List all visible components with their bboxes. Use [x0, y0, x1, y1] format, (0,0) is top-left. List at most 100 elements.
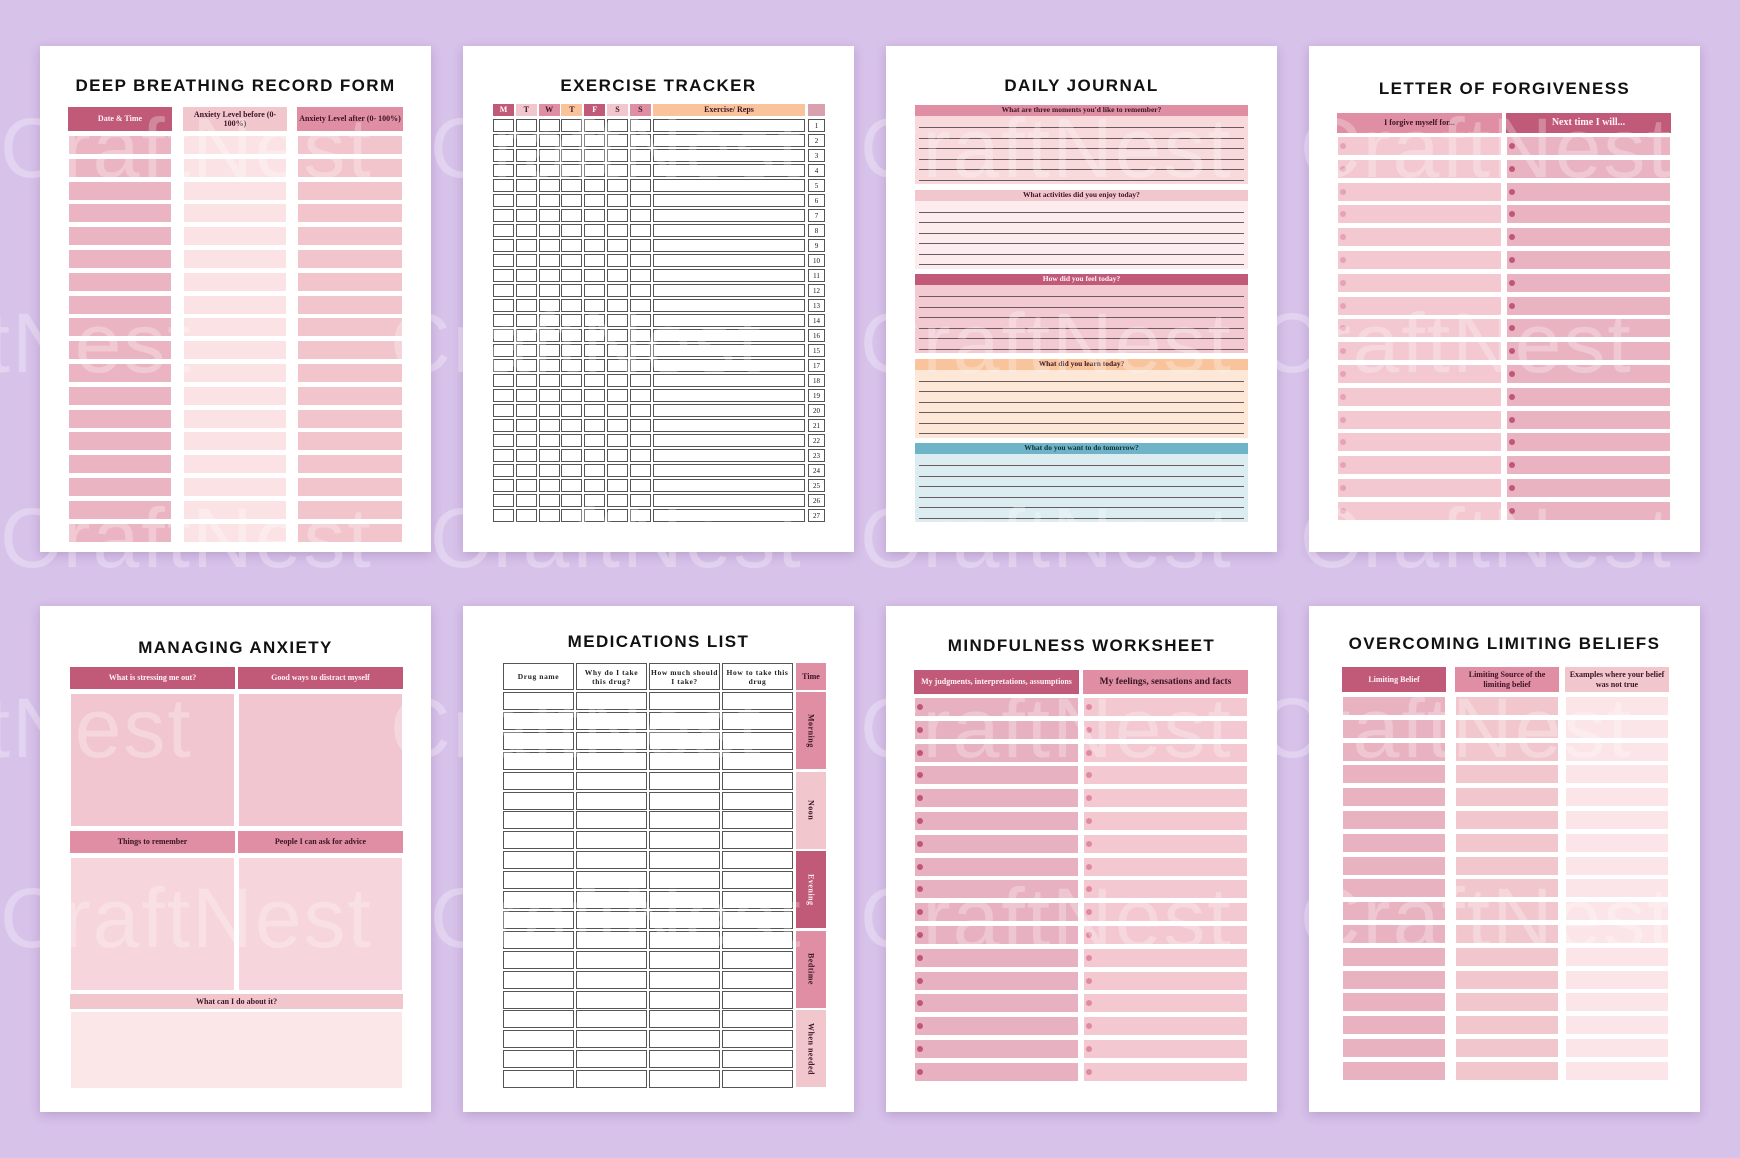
judgment-cell[interactable]: [914, 833, 1079, 854]
day-checkbox[interactable]: [561, 119, 583, 132]
forgive-cell[interactable]: [1337, 318, 1502, 339]
medication-cell[interactable]: [503, 990, 574, 1009]
date-time-cell[interactable]: [68, 180, 172, 201]
forgive-cell[interactable]: [1337, 364, 1502, 384]
day-checkbox[interactable]: [584, 269, 606, 282]
after-level-cell[interactable]: [297, 408, 403, 429]
day-checkbox[interactable]: [561, 194, 583, 207]
medication-cell[interactable]: [722, 950, 793, 969]
day-checkbox[interactable]: [629, 344, 651, 357]
day-checkbox[interactable]: [515, 149, 537, 162]
belief-cell[interactable]: [1342, 878, 1446, 899]
day-checkbox[interactable]: [561, 359, 583, 372]
date-time-cell[interactable]: [68, 408, 172, 429]
day-checkbox[interactable]: [607, 269, 628, 282]
day-checkbox[interactable]: [493, 464, 514, 477]
source-cell[interactable]: [1455, 878, 1559, 899]
date-time-cell[interactable]: [68, 249, 172, 269]
day-checkbox[interactable]: [493, 224, 514, 237]
exercise-field[interactable]: [653, 359, 805, 372]
medication-cell[interactable]: [649, 751, 720, 770]
judgment-cell[interactable]: [914, 902, 1079, 923]
day-checkbox[interactable]: [561, 314, 583, 327]
exercise-field[interactable]: [653, 224, 805, 237]
feeling-cell[interactable]: [1083, 811, 1248, 831]
example-cell[interactable]: [1565, 924, 1669, 944]
day-checkbox[interactable]: [515, 119, 537, 132]
date-time-cell[interactable]: [68, 340, 172, 361]
medication-cell[interactable]: [649, 910, 720, 929]
exercise-field[interactable]: [653, 284, 805, 297]
day-checkbox[interactable]: [493, 314, 514, 327]
day-checkbox[interactable]: [584, 329, 606, 342]
example-cell[interactable]: [1565, 901, 1669, 922]
day-checkbox[interactable]: [515, 284, 537, 297]
day-checkbox[interactable]: [538, 284, 560, 297]
day-checkbox[interactable]: [515, 359, 537, 372]
day-checkbox[interactable]: [607, 344, 628, 357]
day-checkbox[interactable]: [561, 374, 583, 387]
belief-cell[interactable]: [1342, 855, 1446, 876]
medication-cell[interactable]: [503, 871, 574, 890]
belief-cell[interactable]: [1342, 924, 1446, 944]
medication-cell[interactable]: [503, 811, 574, 830]
belief-cell[interactable]: [1342, 901, 1446, 922]
day-checkbox[interactable]: [515, 449, 537, 462]
day-checkbox[interactable]: [493, 329, 514, 342]
next-time-cell[interactable]: [1506, 272, 1671, 293]
day-checkbox[interactable]: [493, 119, 514, 132]
judgment-cell[interactable]: [914, 788, 1079, 809]
medication-cell[interactable]: [576, 771, 647, 790]
day-checkbox[interactable]: [584, 404, 606, 417]
medication-cell[interactable]: [649, 771, 720, 790]
after-level-cell[interactable]: [297, 431, 403, 452]
medication-cell[interactable]: [503, 930, 574, 949]
example-cell[interactable]: [1565, 1060, 1669, 1081]
day-checkbox[interactable]: [538, 194, 560, 207]
source-cell[interactable]: [1455, 832, 1559, 853]
day-checkbox[interactable]: [538, 164, 560, 177]
medication-cell[interactable]: [576, 851, 647, 870]
belief-cell[interactable]: [1342, 1060, 1446, 1081]
feeling-cell[interactable]: [1083, 856, 1248, 877]
medication-cell[interactable]: [722, 1050, 793, 1069]
exercise-field[interactable]: [653, 509, 805, 522]
day-checkbox[interactable]: [493, 254, 514, 267]
example-cell[interactable]: [1565, 810, 1669, 830]
medication-cell[interactable]: [576, 1010, 647, 1029]
example-cell[interactable]: [1565, 832, 1669, 853]
before-level-cell[interactable]: [183, 385, 287, 406]
next-time-cell[interactable]: [1506, 455, 1671, 476]
exercise-field[interactable]: [653, 389, 805, 402]
judgment-cell[interactable]: [914, 697, 1079, 717]
judgment-cell[interactable]: [914, 811, 1079, 831]
day-checkbox[interactable]: [584, 464, 606, 477]
forgive-cell[interactable]: [1337, 272, 1502, 293]
after-level-cell[interactable]: [297, 203, 403, 224]
day-checkbox[interactable]: [607, 419, 628, 432]
day-checkbox[interactable]: [493, 194, 514, 207]
day-checkbox[interactable]: [629, 479, 651, 492]
example-cell[interactable]: [1565, 741, 1669, 762]
day-checkbox[interactable]: [629, 464, 651, 477]
day-checkbox[interactable]: [584, 344, 606, 357]
day-checkbox[interactable]: [584, 494, 606, 507]
day-checkbox[interactable]: [584, 314, 606, 327]
judgment-cell[interactable]: [914, 1039, 1079, 1059]
day-checkbox[interactable]: [515, 374, 537, 387]
medication-cell[interactable]: [576, 910, 647, 929]
medication-cell[interactable]: [503, 891, 574, 909]
day-checkbox[interactable]: [607, 119, 628, 132]
exercise-field[interactable]: [653, 194, 805, 207]
day-checkbox[interactable]: [629, 374, 651, 387]
next-time-cell[interactable]: [1506, 158, 1671, 179]
day-checkbox[interactable]: [538, 314, 560, 327]
source-cell[interactable]: [1455, 696, 1559, 716]
feeling-cell[interactable]: [1083, 1016, 1248, 1037]
day-checkbox[interactable]: [629, 179, 651, 192]
day-checkbox[interactable]: [561, 509, 583, 522]
medication-cell[interactable]: [649, 711, 720, 730]
medication-cell[interactable]: [722, 831, 793, 850]
medication-cell[interactable]: [503, 970, 574, 989]
source-cell[interactable]: [1455, 855, 1559, 876]
